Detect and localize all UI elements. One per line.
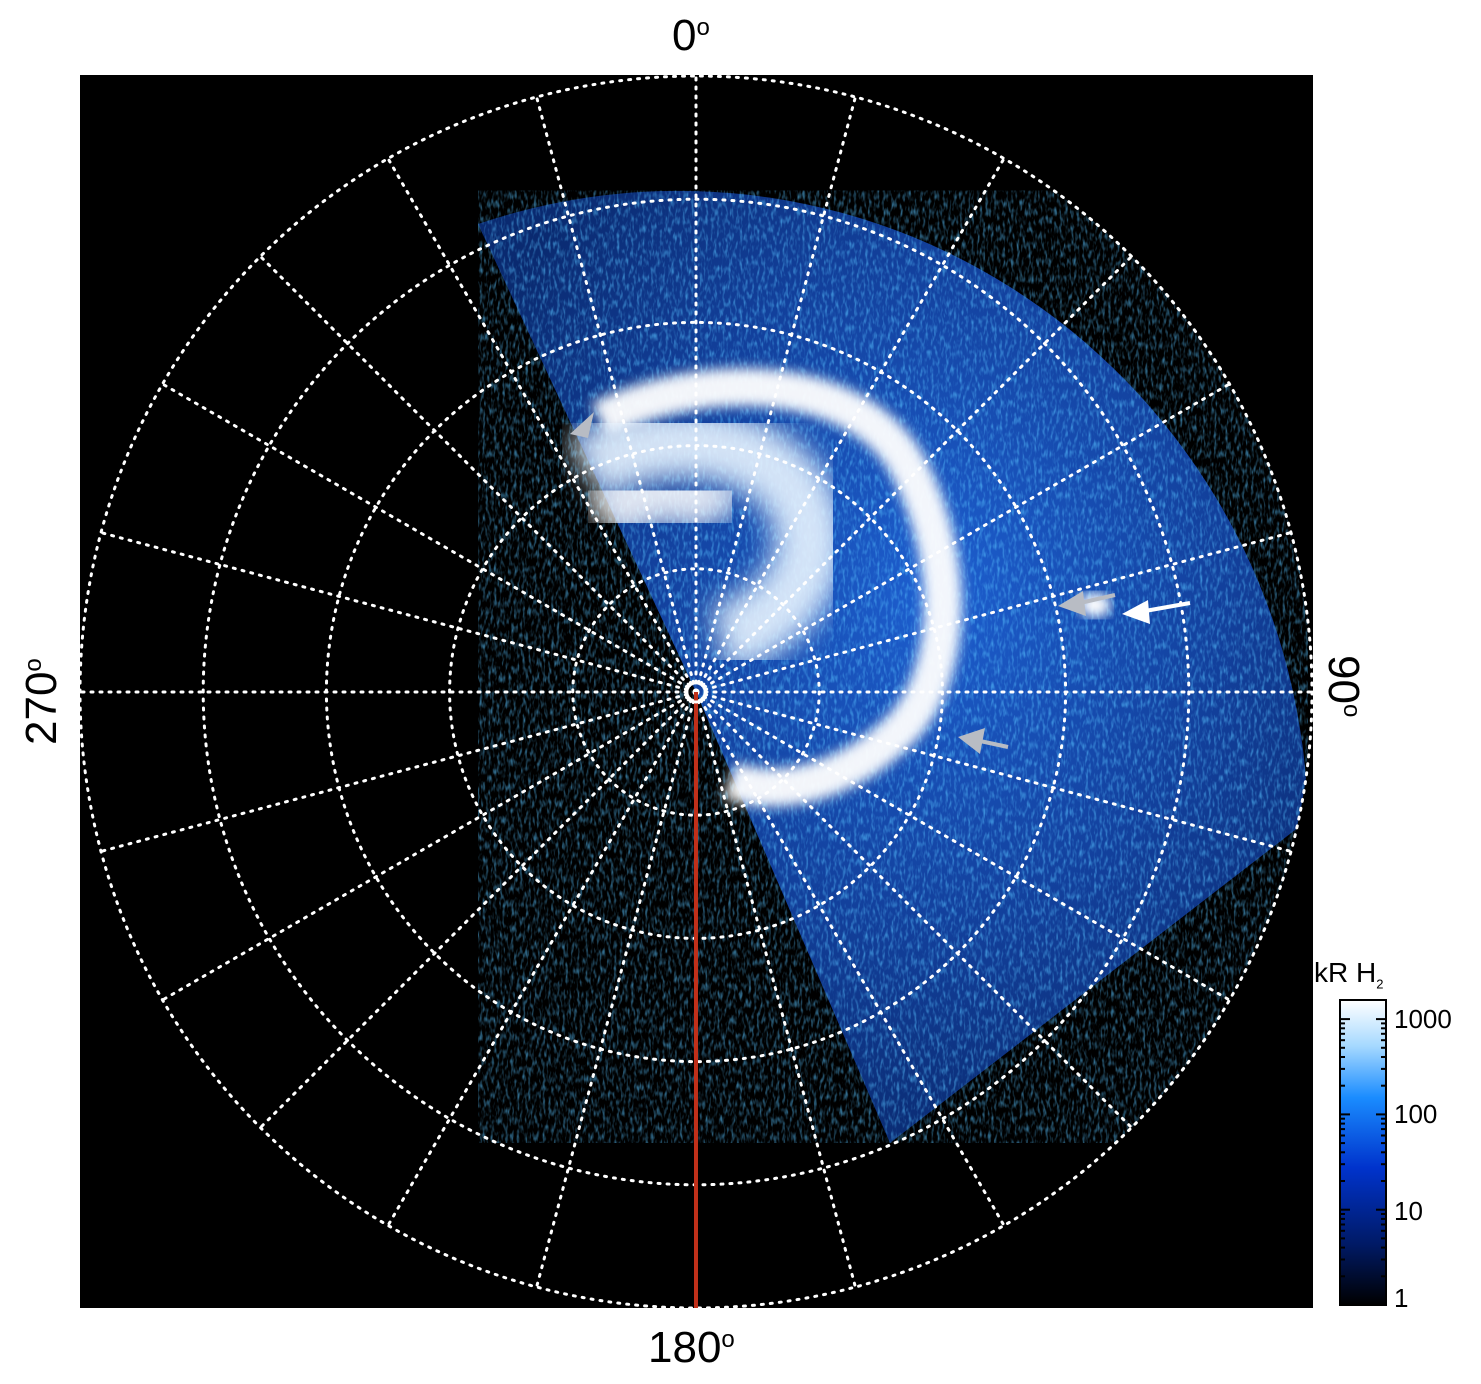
- longitude-spoke: [161, 690, 698, 1002]
- longitude-spoke: [258, 690, 698, 1130]
- colorbar: [1339, 999, 1387, 1306]
- longitude-spoke: [99, 690, 698, 853]
- longitude-spoke: [694, 254, 1134, 694]
- latitude-circle: [80, 75, 1313, 1308]
- main-auroral-oval: [591, 368, 962, 807]
- auroral-emission-sector: [478, 190, 1308, 1144]
- longitude-spoke: [535, 690, 698, 1289]
- arrow-white: [1122, 600, 1191, 624]
- longitude-spoke: [258, 254, 698, 694]
- longitude-spoke: [535, 95, 698, 694]
- colorbar-ticks: [1340, 1018, 1386, 1306]
- pole-marker: [684, 680, 708, 704]
- longitude-spoke: [161, 382, 698, 694]
- longitude-spoke: [694, 531, 1293, 694]
- latitude-circle: [571, 567, 821, 817]
- arrow-gray-lower: [958, 728, 1009, 754]
- longitude-spoke: [694, 95, 857, 694]
- angle-label-right: 90o: [1319, 655, 1368, 718]
- colorbar-tick-label: 1: [1394, 1283, 1409, 1313]
- angle-label-top: 0o: [672, 11, 710, 60]
- longitude-spoke: [99, 531, 698, 694]
- colorbar-tick-label: 100: [1394, 1099, 1438, 1129]
- arrow-gray-left: [570, 412, 594, 438]
- longitude-spoke: [694, 690, 1293, 853]
- longitude-spoke: [694, 690, 857, 1289]
- longitude-spoke: [694, 157, 1006, 694]
- longitude-spoke: [694, 690, 1134, 1130]
- longitude-spoke: [694, 690, 1006, 1227]
- arrow-gray-upper: [1058, 591, 1116, 616]
- angle-label-bottom: 180o: [648, 1323, 735, 1372]
- angle-label-left: 270o: [17, 658, 66, 745]
- colorbar-tick-label: 1000: [1394, 1004, 1452, 1034]
- longitude-spoke: [386, 690, 698, 1227]
- longitude-spoke: [386, 157, 698, 694]
- longitude-spoke: [694, 382, 1231, 694]
- longitude-spoke: [694, 690, 1231, 1002]
- colorbar-title: kR H2: [1314, 957, 1384, 992]
- colorbar-tick-label: 10: [1394, 1196, 1423, 1226]
